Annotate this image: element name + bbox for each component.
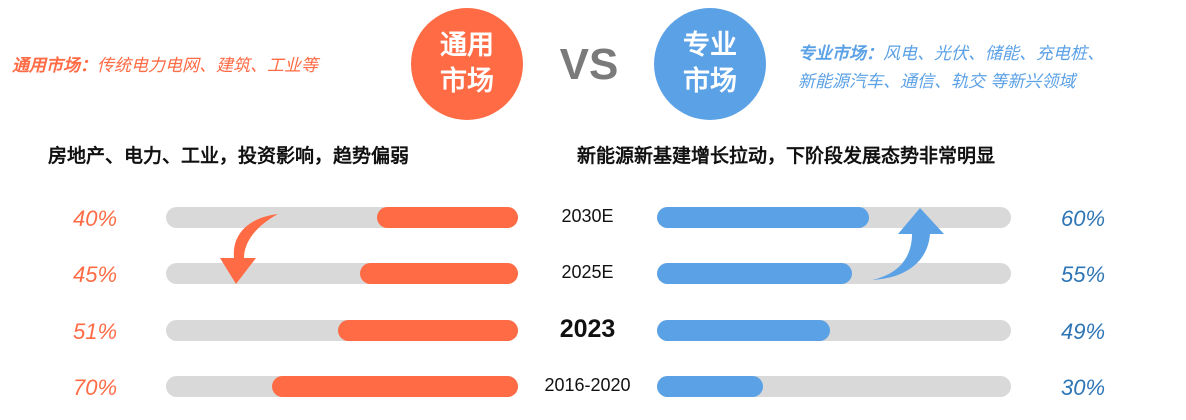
vs-label: VS (559, 40, 619, 89)
general-market-label-2025E: 45% (72, 262, 118, 287)
year-label-2016-2020: 2016-2020 (544, 375, 631, 395)
general-market-bar-2025E (360, 263, 518, 284)
year-label-2023: 2023 (559, 315, 616, 343)
specialty-market-label-2025E: 55% (1060, 262, 1106, 287)
specialty-market-bar-2025E (657, 263, 852, 284)
general-market-label-2030E: 40% (72, 206, 118, 231)
year-label-2025E: 2025E (561, 262, 614, 282)
general-market-bar-2016-2020 (272, 376, 518, 397)
general-market-desc-label: 通用市场： (12, 56, 97, 76)
specialty-market-label-2030E: 60% (1060, 206, 1106, 231)
general-market-track-2025E (166, 263, 518, 284)
general-market-circle: 通用 市场 (411, 8, 523, 120)
specialty-market-desc-label: 专业市场： (798, 44, 883, 64)
specialty-market-bar-2030E (657, 207, 869, 228)
specialty-market-label-2023: 49% (1060, 319, 1106, 344)
general-market-bar-2030E (377, 207, 518, 228)
general-market-description: 通用市场：传统电力电网、建筑、工业等 (12, 52, 318, 80)
general-market-desc-text: 传统电力电网、建筑、工业等 (97, 56, 318, 76)
specialty-market-circle-line1: 专业 (683, 30, 737, 61)
general-market-circle-line2: 市场 (440, 66, 494, 97)
specialty-market-desc-line2: 新能源汽车、通信、轨交 等新兴领域 (798, 72, 1076, 92)
specialty-market-bar-2023 (657, 320, 830, 341)
general-market-bar-2023 (338, 320, 518, 341)
specialty-market-description: 专业市场：风电、光伏、储能、充电桩、 新能源汽车、通信、轨交 等新兴领域 (798, 40, 1104, 96)
specialty-market-label-2016-2020: 30% (1060, 375, 1106, 400)
up-arrow-icon (872, 208, 944, 280)
general-market-circle-line1: 通用 (440, 30, 494, 61)
general-market-track-2023 (166, 320, 518, 341)
down-arrow-icon (220, 214, 278, 284)
specialty-market-track-2030E (657, 207, 1011, 228)
specialty-market-track-2025E (657, 263, 1011, 284)
general-market-track-2016-2020 (166, 376, 518, 397)
general-market-headline: 房地产、电力、工业，投资影响，趋势偏弱 (48, 145, 410, 167)
specialty-market-desc-line1: 风电、光伏、储能、充电桩、 (883, 44, 1104, 64)
specialty-market-headline: 新能源新基建增长拉动，下阶段发展态势非常明显 (577, 145, 996, 167)
general-market-label-2016-2020: 70% (72, 375, 118, 400)
specialty-market-circle-line2: 市场 (683, 66, 737, 97)
specialty-market-track-2023 (657, 320, 1011, 341)
specialty-market-circle: 专业 市场 (654, 8, 766, 120)
year-label-2030E: 2030E (561, 206, 614, 226)
general-market-label-2023: 51% (72, 319, 118, 344)
specialty-market-bar-2016-2020 (657, 376, 763, 397)
specialty-market-track-2016-2020 (657, 376, 1011, 397)
